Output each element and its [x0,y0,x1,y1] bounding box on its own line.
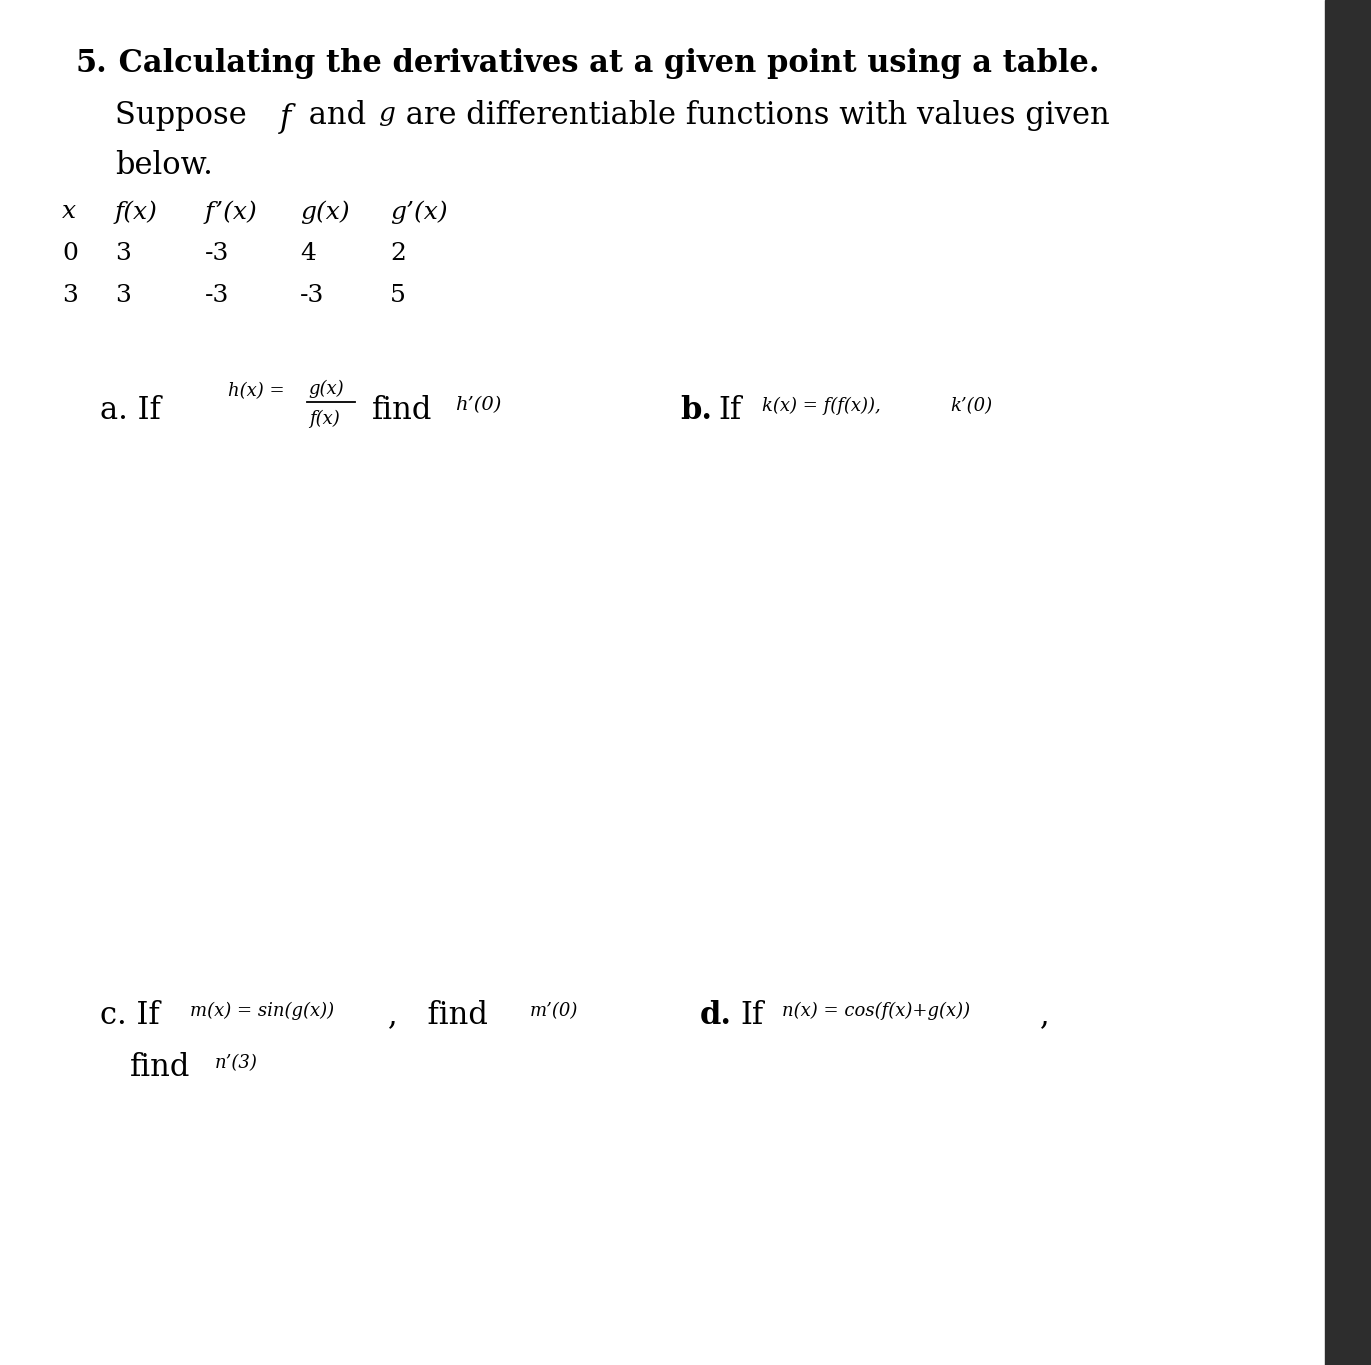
Text: n’(3): n’(3) [215,1054,258,1072]
Text: b.: b. [680,394,712,426]
Text: ,: , [388,1001,398,1031]
Text: n(x) = cos(f(x)+g(x)): n(x) = cos(f(x)+g(x)) [781,1002,971,1020]
Text: and: and [299,100,385,131]
Text: x: x [62,201,77,222]
Text: m(x) = sin(g(x)): m(x) = sin(g(x)) [191,1002,335,1020]
Text: 3: 3 [62,284,78,307]
Text: f(x): f(x) [115,201,158,224]
Text: a. If: a. If [100,394,160,426]
Text: -3: -3 [206,284,229,307]
Text: k(x) = f(f(x)),: k(x) = f(f(x)), [762,397,880,415]
Text: If: If [740,1001,764,1031]
Text: If: If [718,394,742,426]
Text: 2: 2 [389,242,406,265]
Text: Calculating the derivatives at a given point using a table.: Calculating the derivatives at a given p… [108,48,1100,79]
Text: m’(0): m’(0) [531,1002,579,1020]
Text: below.: below. [115,150,213,182]
Text: h(x) =: h(x) = [228,382,285,400]
Bar [1324,0,1371,1365]
Text: h’(0): h’(0) [455,396,502,414]
Text: Suppose: Suppose [115,100,266,131]
Text: 0: 0 [62,242,78,265]
Text: -3: -3 [206,242,229,265]
Text: 3: 3 [115,284,130,307]
Text: ,: , [1041,1001,1050,1031]
Text: 3: 3 [115,242,130,265]
Text: are differentiable functions with values given: are differentiable functions with values… [396,100,1109,131]
Text: 4: 4 [300,242,315,265]
Text: 5: 5 [389,284,406,307]
Text: k’(0): k’(0) [950,397,993,415]
Text: g(x): g(x) [308,379,344,399]
Text: g: g [378,101,395,126]
Text: find: find [372,394,432,426]
Text: g’(x): g’(x) [389,201,447,224]
Text: f: f [280,102,291,134]
Text: d.: d. [701,1001,732,1031]
Text: 5.: 5. [75,48,107,79]
Text: -3: -3 [300,284,325,307]
Text: find: find [130,1052,191,1082]
Text: c. If: c. If [100,1001,159,1031]
Text: f’(x): f’(x) [206,201,258,224]
Text: find: find [409,1001,488,1031]
Text: g(x): g(x) [300,201,350,224]
Text: f(x): f(x) [308,410,340,429]
